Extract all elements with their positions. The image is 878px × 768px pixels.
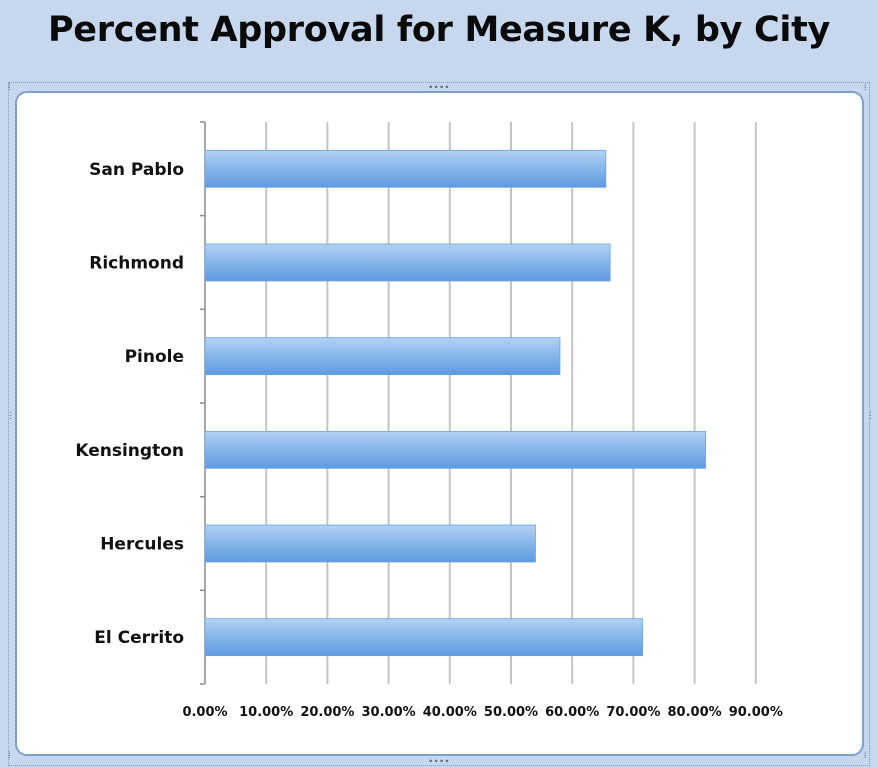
bar-san-pablo[interactable] xyxy=(204,149,607,188)
resize-handle-top[interactable]: ∙∙∙∙ xyxy=(428,83,450,93)
resize-handle-bottom-left[interactable]: ⁞ xyxy=(8,751,11,761)
resize-handle-right[interactable]: ⋮ xyxy=(866,411,875,421)
x-tick-label: 50.00% xyxy=(484,705,538,720)
resize-handle-bottom-right[interactable]: ⁞ xyxy=(864,751,867,761)
x-tick-label: 0.00% xyxy=(182,705,227,720)
x-tick-label: 10.00% xyxy=(239,705,293,720)
category-label: Hercules xyxy=(100,535,184,555)
x-tick-label: 40.00% xyxy=(423,705,477,720)
x-tick-label: 20.00% xyxy=(300,705,354,720)
bar-kensington[interactable] xyxy=(204,430,707,469)
bar-el-cerrito[interactable] xyxy=(204,618,643,657)
x-tick-label: 60.00% xyxy=(545,705,599,720)
x-tick-label: 90.00% xyxy=(729,705,783,720)
category-label: El Cerrito xyxy=(94,628,184,648)
x-tick-label: 80.00% xyxy=(668,705,722,720)
resize-handle-top-right[interactable]: ⁞ xyxy=(864,83,867,93)
category-label: Richmond xyxy=(89,254,184,274)
category-label: San Pablo xyxy=(89,160,184,180)
bar-pinole[interactable] xyxy=(204,337,561,376)
x-tick-label: 30.00% xyxy=(362,705,416,720)
bar-hercules[interactable] xyxy=(204,524,536,563)
category-label: Kensington xyxy=(75,441,184,461)
x-tick-label: 70.00% xyxy=(606,705,660,720)
page-title: Percent Approval for Measure K, by City xyxy=(47,10,831,50)
resize-handle-bottom[interactable]: ∙∙∙∙ xyxy=(428,757,450,767)
resize-handle-top-left[interactable]: ⁞ xyxy=(8,83,11,93)
chart-selection-frame[interactable] xyxy=(8,82,870,766)
bar-richmond[interactable] xyxy=(204,243,611,282)
resize-handle-left[interactable]: ⋮ xyxy=(6,411,15,421)
category-label: Pinole xyxy=(125,347,184,367)
